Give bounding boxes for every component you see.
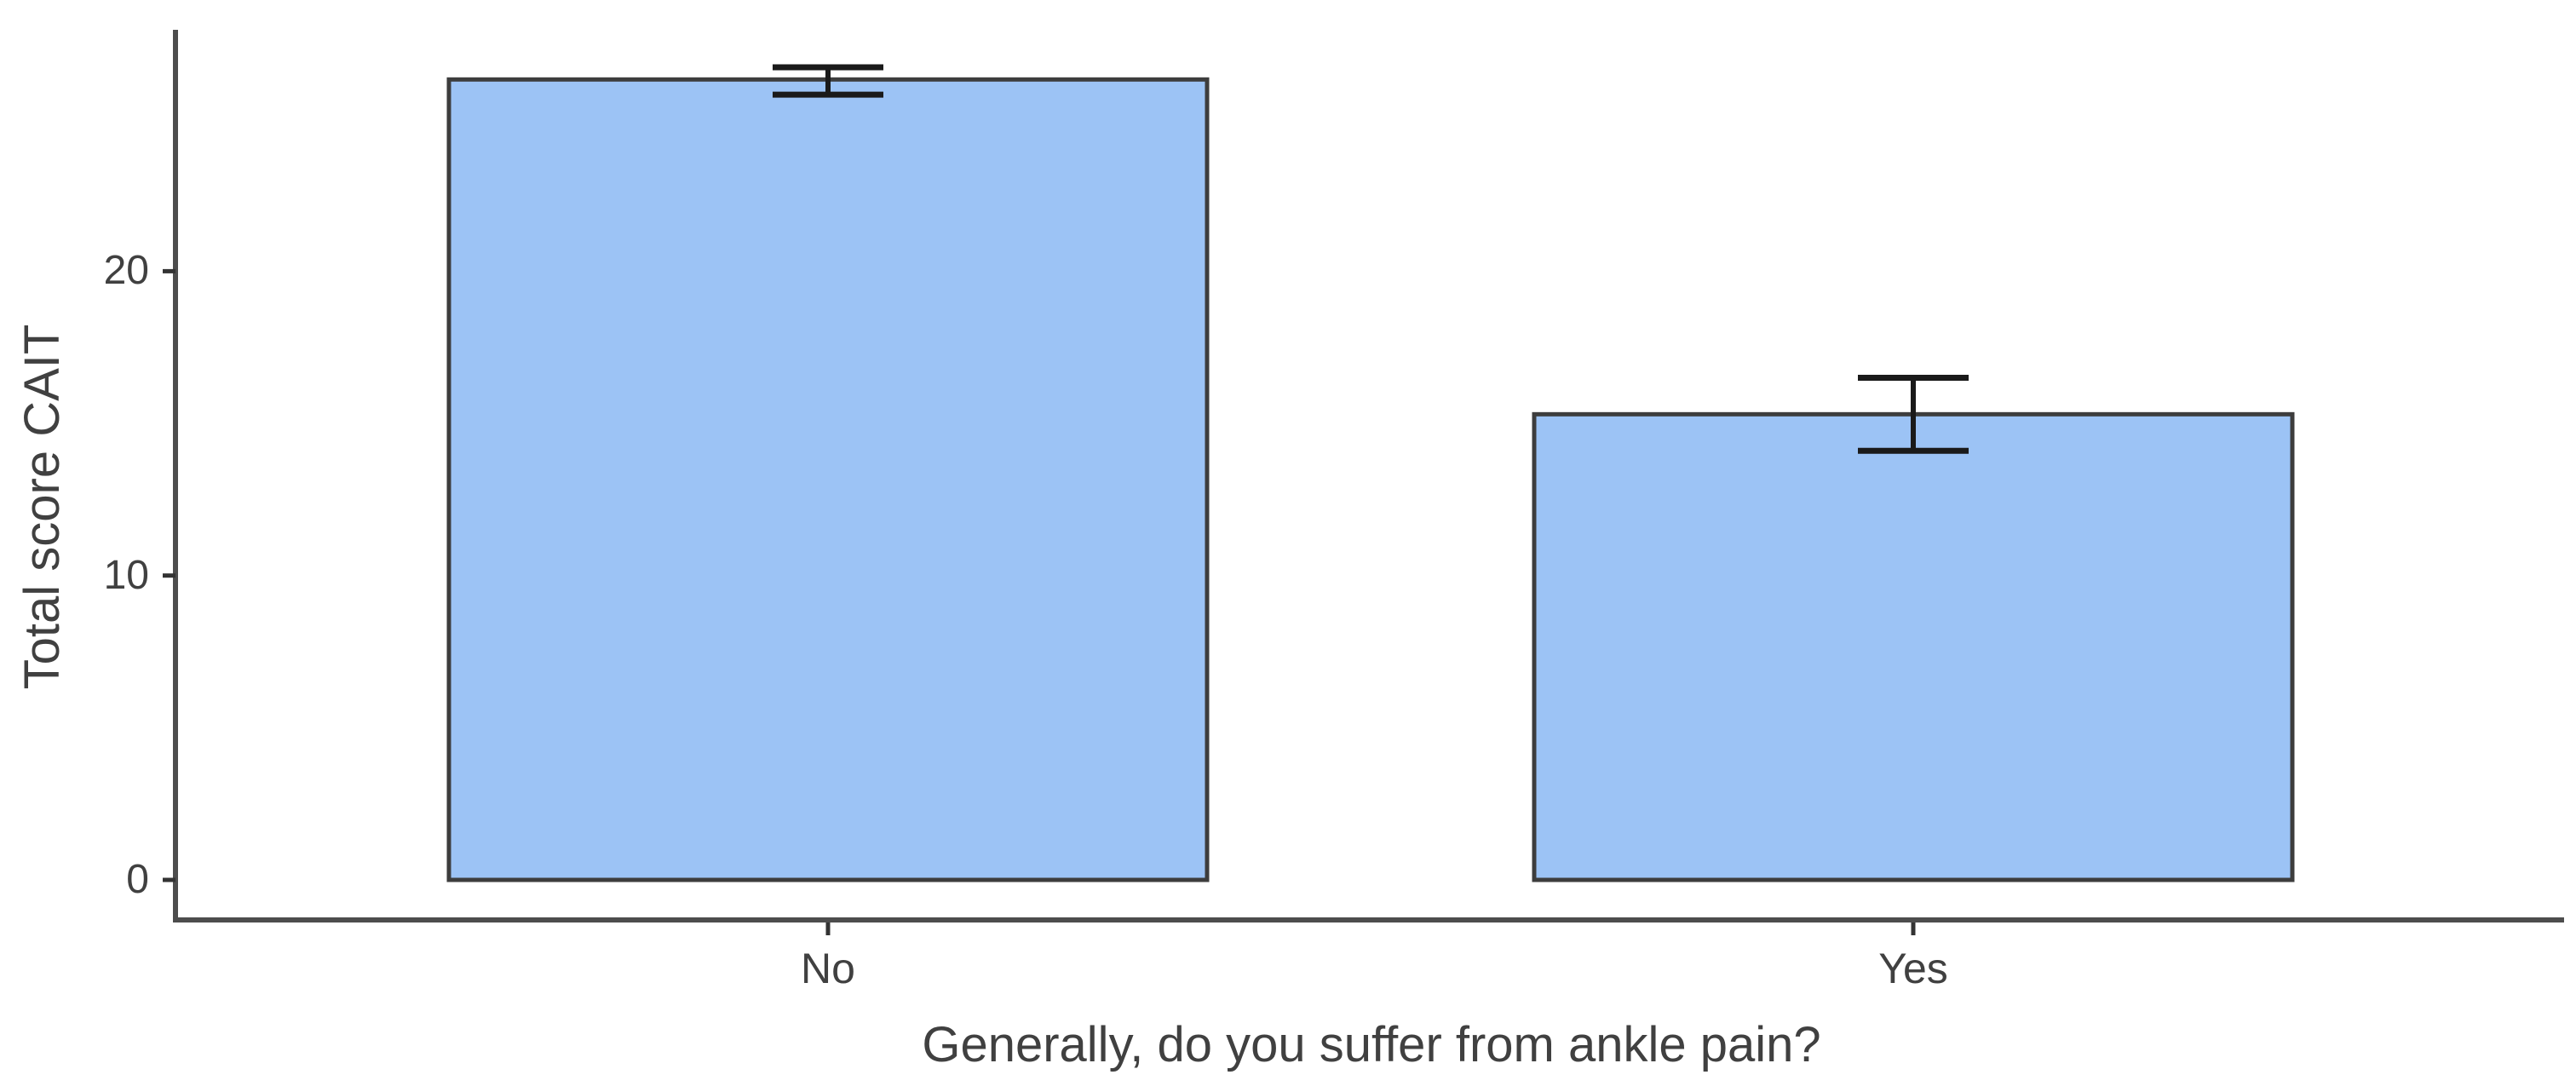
y-tick-label-0: 0 (126, 857, 149, 902)
y-tick-label-20: 20 (103, 248, 149, 294)
y-axis-title: Total score CAIT (14, 324, 70, 690)
bar-no (446, 77, 1210, 882)
bar-yes (1532, 411, 2295, 882)
x-category-label-yes: Yes (1878, 945, 1948, 992)
x-category-label-no: No (801, 945, 855, 992)
y-tick-label-10: 10 (103, 552, 149, 598)
x-axis-title: Generally, do you suffer from ankle pain… (922, 1017, 1821, 1072)
